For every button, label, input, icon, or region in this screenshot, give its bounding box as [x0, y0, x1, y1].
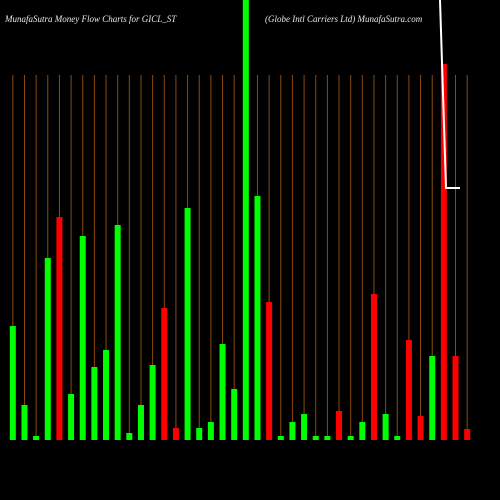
bar — [9, 326, 16, 440]
bar — [277, 436, 284, 440]
bar — [359, 422, 366, 440]
bar — [126, 433, 133, 440]
bar — [324, 436, 331, 440]
bar — [184, 208, 191, 440]
bar — [137, 405, 144, 440]
bar — [417, 416, 424, 440]
bar — [91, 367, 98, 440]
bar — [254, 196, 261, 440]
bar — [464, 429, 471, 440]
bar — [301, 414, 308, 440]
bar — [336, 411, 343, 440]
bar — [79, 236, 86, 440]
bar — [370, 294, 377, 440]
bar — [347, 436, 354, 440]
bar — [172, 428, 179, 440]
bar — [231, 389, 238, 440]
price-line — [439, 0, 460, 189]
bar — [219, 344, 226, 440]
bar — [21, 405, 28, 440]
bar — [44, 258, 51, 440]
chart-subtitle: (Globe Intl Carriers Ltd) MunafaSutra.co… — [265, 14, 423, 24]
bars — [9, 0, 471, 440]
bar — [405, 340, 412, 440]
bar — [429, 356, 436, 440]
bar — [440, 64, 447, 440]
bar — [312, 436, 319, 440]
bar — [242, 0, 249, 440]
bar — [289, 422, 296, 440]
bar — [114, 225, 121, 440]
bar — [161, 308, 168, 440]
bar — [207, 422, 214, 440]
bar — [56, 217, 63, 440]
bar — [149, 365, 156, 440]
bar — [394, 436, 401, 440]
bar — [382, 414, 389, 440]
bar — [196, 428, 203, 440]
bar — [452, 356, 459, 440]
chart-title: MunafaSutra Money Flow Charts for GICL_S… — [4, 14, 177, 24]
bar — [103, 350, 110, 440]
bar — [68, 394, 75, 440]
bar — [33, 436, 40, 440]
bar — [266, 302, 273, 440]
